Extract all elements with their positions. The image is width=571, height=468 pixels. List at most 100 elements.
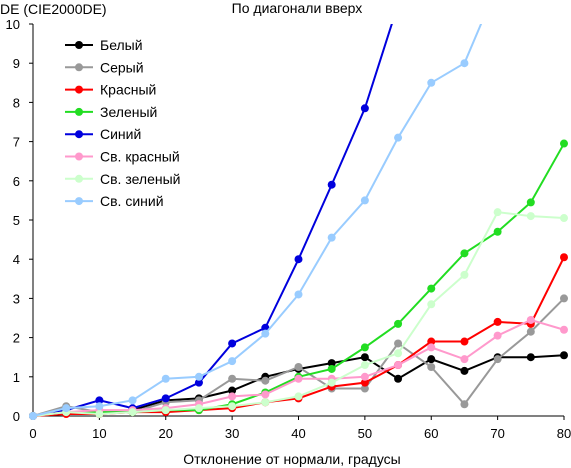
data-point — [394, 349, 403, 358]
data-point — [460, 366, 469, 375]
x-tick-label: 30 — [225, 426, 239, 441]
data-point — [427, 355, 436, 364]
x-tick-label: 60 — [424, 426, 438, 441]
y-tick-label: 6 — [13, 174, 20, 189]
y-tick-label: 9 — [13, 56, 20, 71]
legend-label: Св. красный — [100, 149, 180, 165]
data-point — [228, 339, 237, 348]
series-Св. зеленый — [29, 208, 568, 420]
data-point — [526, 198, 535, 207]
data-point — [95, 402, 104, 411]
legend-swatch-marker — [75, 41, 83, 49]
data-point — [327, 359, 336, 368]
data-point — [427, 337, 436, 346]
data-point — [427, 78, 436, 87]
series-line — [32, 211, 565, 417]
data-point — [460, 270, 469, 279]
data-point — [161, 394, 170, 403]
data-point — [261, 390, 270, 399]
x-tick-label: 70 — [490, 426, 504, 441]
data-point — [128, 396, 137, 405]
data-point — [493, 355, 502, 364]
y-tick-label: 0 — [13, 409, 20, 424]
data-point — [493, 227, 502, 236]
data-point — [360, 372, 369, 381]
y-tick-label: 1 — [13, 370, 20, 385]
data-point — [228, 402, 237, 411]
data-point — [560, 325, 568, 334]
data-point — [360, 196, 369, 205]
data-point — [394, 374, 403, 383]
x-tick-label: 40 — [291, 426, 305, 441]
data-point — [327, 364, 336, 373]
legend-swatch-marker — [75, 63, 83, 72]
x-tick-label: 80 — [557, 426, 571, 441]
data-point — [560, 214, 568, 223]
legend-label: Св. синий — [100, 193, 164, 209]
legend: Белый Серый Красный Зеленый Синий Св. красный… — [65, 37, 180, 209]
legend-item: Синий — [65, 126, 141, 142]
legend-item: Св. синий — [65, 193, 164, 209]
data-point — [228, 386, 237, 395]
x-tick-label: 0 — [29, 426, 36, 441]
data-point — [360, 343, 369, 352]
data-point — [493, 331, 502, 340]
data-point — [194, 372, 203, 381]
series-line — [32, 256, 565, 417]
data-point — [427, 363, 436, 371]
data-point — [261, 398, 270, 407]
legend-item: Белый — [65, 37, 143, 53]
y-tick-label: 7 — [13, 135, 20, 150]
data-point — [161, 406, 170, 415]
data-point — [294, 290, 303, 299]
x-tick-label: 20 — [159, 426, 173, 441]
data-point — [460, 249, 469, 258]
axes: 0 1 2 3 4 5 6 7 8 9 10 0 10 20 30 40 50 60 70 80 — [6, 17, 571, 441]
x-tick-label: 50 — [358, 426, 372, 441]
legend-item: Св. зеленый — [65, 171, 180, 187]
legend-swatch-marker — [75, 197, 83, 206]
legend-label: Синий — [100, 126, 141, 142]
y-tick-label: 8 — [13, 95, 20, 110]
data-point — [460, 355, 469, 364]
data-point — [95, 396, 104, 405]
data-point — [360, 353, 369, 362]
data-point — [95, 410, 104, 419]
data-point — [194, 378, 203, 387]
data-point — [360, 384, 369, 393]
data-point — [526, 353, 535, 362]
legend-swatch-marker — [75, 85, 83, 94]
data-point — [460, 337, 469, 346]
data-point — [360, 361, 369, 370]
x-tick-label: 10 — [92, 426, 106, 441]
data-point — [294, 255, 303, 264]
chart-title: По диагонали вверх — [232, 0, 363, 16]
y-tick-label: 3 — [13, 291, 20, 306]
data-point — [128, 408, 137, 417]
series-Св. синий — [29, 24, 483, 420]
legend-item: Красный — [65, 82, 156, 98]
data-point — [360, 378, 369, 387]
y-axis-title: DE (CIE2000DE) — [0, 1, 107, 17]
data-point — [294, 363, 303, 371]
legend-swatch-marker — [75, 107, 83, 116]
data-point — [327, 180, 336, 189]
legend-label: Св. зеленый — [100, 171, 180, 187]
y-tick-label: 5 — [13, 213, 20, 228]
data-point — [427, 284, 436, 293]
y-tick-label: 4 — [13, 252, 20, 267]
data-point — [460, 59, 469, 68]
data-point — [228, 357, 237, 366]
data-point — [228, 392, 237, 401]
legend-label: Белый — [100, 37, 143, 53]
legend-swatch-marker — [75, 130, 83, 139]
legend-item: Св. красный — [65, 149, 180, 165]
data-point — [427, 343, 436, 352]
data-point — [29, 412, 37, 420]
data-point — [526, 315, 535, 324]
data-point — [394, 339, 403, 348]
data-point — [228, 374, 237, 383]
legend-item: Серый — [65, 59, 144, 75]
y-tick-label: 10 — [6, 17, 20, 32]
data-point — [194, 404, 203, 413]
